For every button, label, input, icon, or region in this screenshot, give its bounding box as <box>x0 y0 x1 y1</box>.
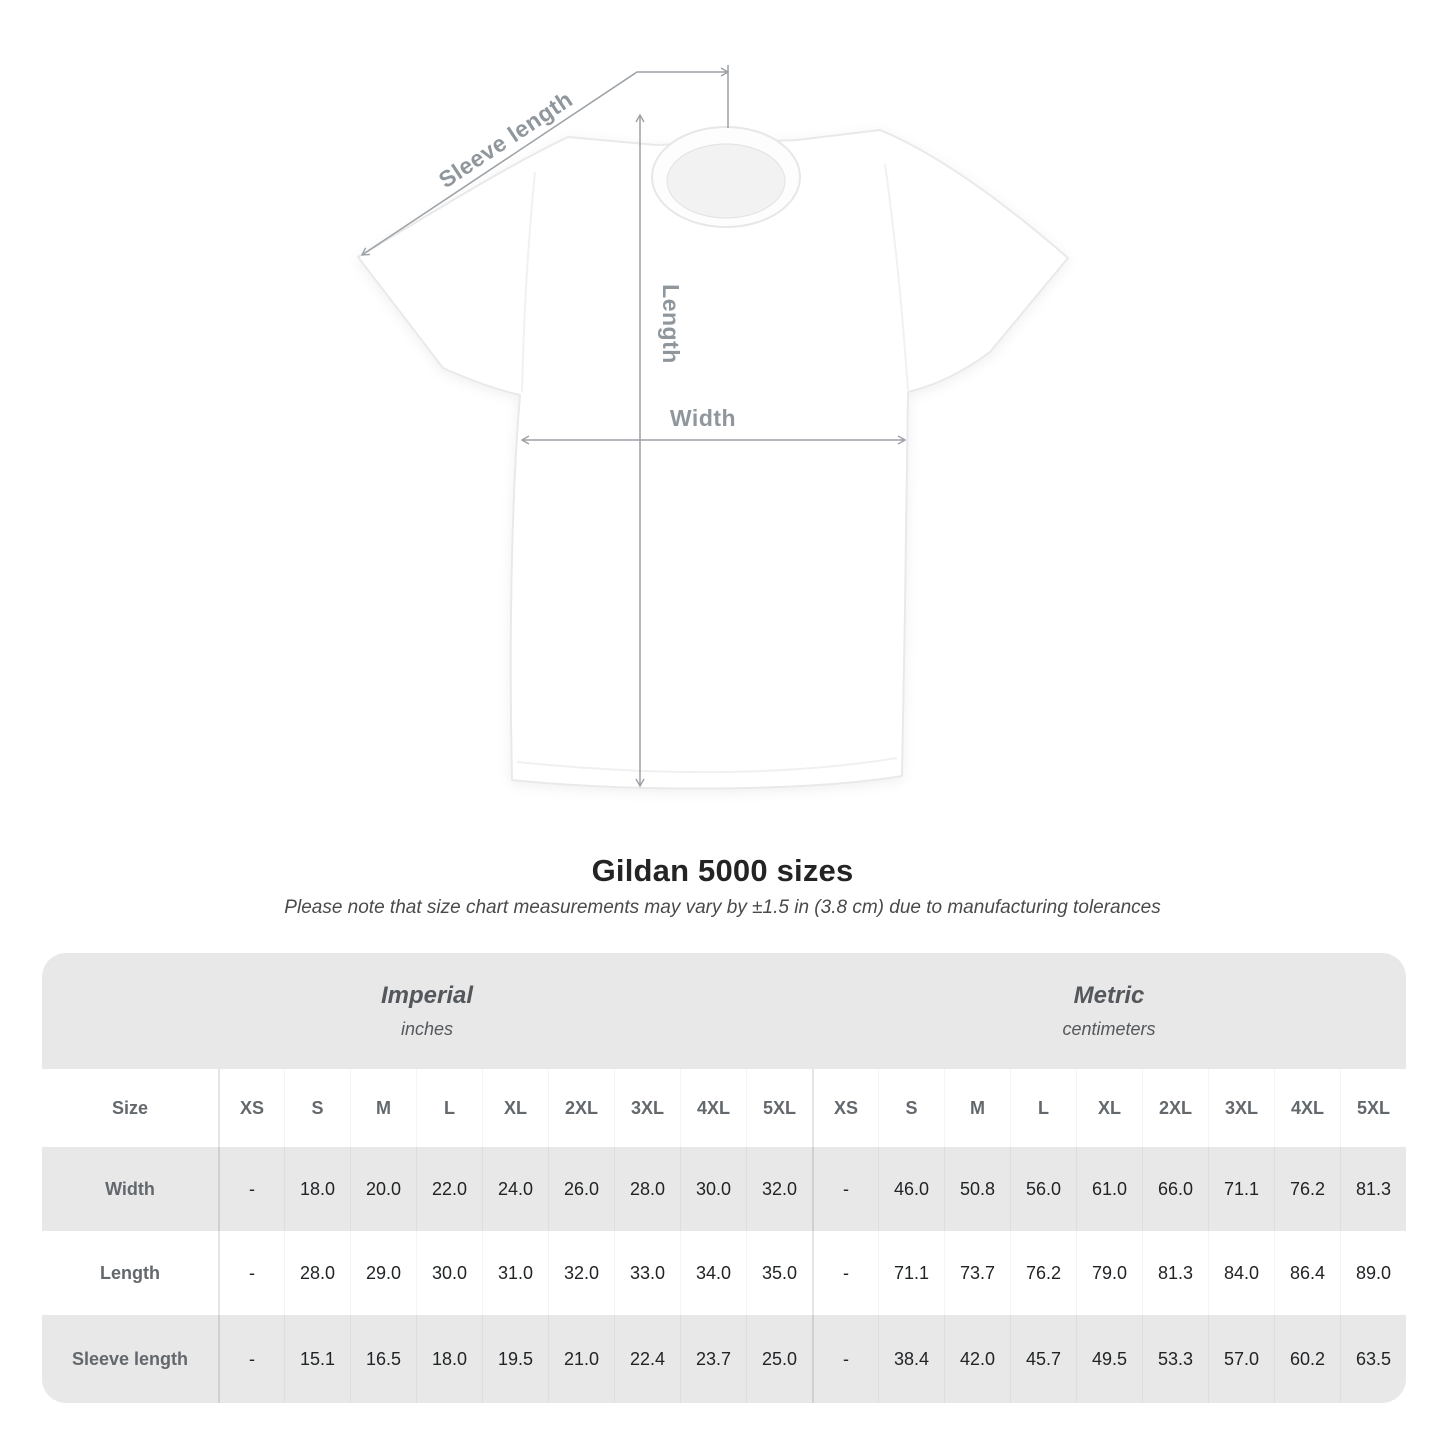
imperial-group-header: Imperial inches <box>42 953 812 1069</box>
size-cell: 61.0 <box>1076 1147 1142 1231</box>
size-cell: 20.0 <box>350 1147 416 1231</box>
size-cell: 24.0 <box>482 1147 548 1231</box>
size-col-header: 4XL <box>1274 1069 1340 1147</box>
size-cell: 81.3 <box>1142 1231 1208 1315</box>
size-cell: 32.0 <box>548 1231 614 1315</box>
size-cell: 60.2 <box>1274 1315 1340 1403</box>
size-cell: - <box>218 1231 284 1315</box>
size-cell: 46.0 <box>878 1147 944 1231</box>
size-cell: 30.0 <box>416 1231 482 1315</box>
size-cell: 31.0 <box>482 1231 548 1315</box>
size-cell: 76.2 <box>1010 1231 1076 1315</box>
length-label: Length <box>658 284 684 364</box>
size-col-header: 4XL <box>680 1069 746 1147</box>
size-col-header: S <box>878 1069 944 1147</box>
size-cell: 23.7 <box>680 1315 746 1403</box>
tshirt-illustration: Sleeve length Length Width <box>357 65 1069 790</box>
row-label: Width <box>42 1147 218 1231</box>
size-cell: - <box>218 1147 284 1231</box>
size-col-header: 2XL <box>1142 1069 1208 1147</box>
row-label: Length <box>42 1231 218 1315</box>
size-cell: 15.1 <box>284 1315 350 1403</box>
size-cell: 29.0 <box>350 1231 416 1315</box>
size-col-header: L <box>1010 1069 1076 1147</box>
size-cell: 33.0 <box>614 1231 680 1315</box>
size-col-header: S <box>284 1069 350 1147</box>
size-cell: - <box>812 1315 878 1403</box>
measurement-arrows <box>360 65 907 788</box>
size-cell: 18.0 <box>416 1315 482 1403</box>
size-cell: 49.5 <box>1076 1315 1142 1403</box>
size-cell: 50.8 <box>944 1147 1010 1231</box>
page-subtitle: Please note that size chart measurements… <box>284 897 1161 918</box>
size-cell: 30.0 <box>680 1147 746 1231</box>
row-label: Sleeve length <box>42 1315 218 1403</box>
imperial-group-name: Imperial <box>380 982 474 1009</box>
size-cell: 18.0 <box>284 1147 350 1231</box>
metric-group-unit: centimeters <box>1062 1019 1156 1039</box>
size-cell: 86.4 <box>1274 1231 1340 1315</box>
size-cell: 22.4 <box>614 1315 680 1403</box>
size-col-header: XS <box>812 1069 878 1147</box>
imperial-group-unit: inches <box>400 1019 454 1039</box>
size-col-header: XL <box>482 1069 548 1147</box>
metric-group-name: Metric <box>1073 982 1145 1009</box>
size-col-header: XL <box>1076 1069 1142 1147</box>
size-col-header: M <box>350 1069 416 1147</box>
width-label: Width <box>670 405 736 431</box>
size-cell: 21.0 <box>548 1315 614 1403</box>
size-cell: 25.0 <box>746 1315 812 1403</box>
size-cell: 71.1 <box>878 1231 944 1315</box>
size-cell: 28.0 <box>284 1231 350 1315</box>
size-col-header: XS <box>218 1069 284 1147</box>
size-cell: 53.3 <box>1142 1315 1208 1403</box>
size-cell: 42.0 <box>944 1315 1010 1403</box>
size-cell: 32.0 <box>746 1147 812 1231</box>
size-cell: 34.0 <box>680 1231 746 1315</box>
size-cell: 28.0 <box>614 1147 680 1231</box>
size-col-header: 5XL <box>746 1069 812 1147</box>
tshirt-diagram: Sleeve length Length Width <box>325 52 1115 807</box>
size-cell: 66.0 <box>1142 1147 1208 1231</box>
size-cell: 16.5 <box>350 1315 416 1403</box>
size-cell: 57.0 <box>1208 1315 1274 1403</box>
size-col-header: 5XL <box>1340 1069 1406 1147</box>
tshirt-shape <box>357 126 1069 790</box>
size-cell: 76.2 <box>1274 1147 1340 1231</box>
size-cell: 45.7 <box>1010 1315 1076 1403</box>
size-cell: 38.4 <box>878 1315 944 1403</box>
size-cell: 35.0 <box>746 1231 812 1315</box>
size-cell: 63.5 <box>1340 1315 1406 1403</box>
size-cell: 89.0 <box>1340 1231 1406 1315</box>
size-cell: 84.0 <box>1208 1231 1274 1315</box>
size-cell: - <box>812 1147 878 1231</box>
size-cell: 73.7 <box>944 1231 1010 1315</box>
size-cell: 56.0 <box>1010 1147 1076 1231</box>
size-cell: 22.0 <box>416 1147 482 1231</box>
page-title: Gildan 5000 sizes <box>591 853 854 888</box>
size-cell: - <box>218 1315 284 1403</box>
size-cell: 19.5 <box>482 1315 548 1403</box>
size-col-header: M <box>944 1069 1010 1147</box>
size-cell: 81.3 <box>1340 1147 1406 1231</box>
size-chart-table: Imperial inches Metric centimeters Size X… <box>42 953 1406 1403</box>
size-cell: 79.0 <box>1076 1231 1142 1315</box>
size-cell: 26.0 <box>548 1147 614 1231</box>
metric-group-header: Metric centimeters <box>812 953 1406 1069</box>
size-col-header: 3XL <box>614 1069 680 1147</box>
size-col-header: L <box>416 1069 482 1147</box>
size-cell: 71.1 <box>1208 1147 1274 1231</box>
size-col-header: 3XL <box>1208 1069 1274 1147</box>
size-corner-header: Size <box>42 1069 218 1147</box>
size-col-header: 2XL <box>548 1069 614 1147</box>
size-cell: - <box>812 1231 878 1315</box>
sleeve-length-arrow <box>360 67 730 256</box>
